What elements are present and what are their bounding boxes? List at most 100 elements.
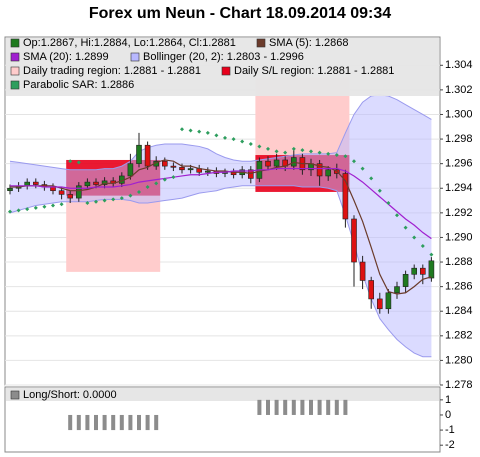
bollinger-band [10,94,432,357]
signal-bar [102,414,107,431]
sar-point [51,203,55,208]
signal-bar [94,414,98,431]
signal-bar [274,399,279,415]
legend-swatch [10,66,20,76]
candle-body [136,144,142,164]
candle-body [385,292,392,310]
signal-bar [85,414,90,431]
signal-bar [111,414,116,431]
candle-body [7,187,13,192]
candle-body [359,261,366,281]
y-tick-label: 1.280 [445,354,473,366]
sar-point [33,205,38,210]
candle-body [394,286,400,294]
sar-point [59,202,64,207]
sar-point [25,207,30,212]
signal-bar [266,399,270,415]
legend-label: Daily S/L region: 1.2881 - 1.2881 [234,65,394,77]
sar-point [317,150,322,155]
legend-swatch [10,390,20,400]
candle-body [368,280,375,300]
sar-point [162,177,167,182]
signal-bar [137,414,141,431]
sma-line [10,167,432,240]
sar-point [223,135,227,140]
candle-body [144,144,151,167]
y-tick-label: 1.286 [445,281,473,293]
y-tick-label: -2 [445,439,455,451]
candle-body [428,260,435,279]
y-tick-label: 1.282 [445,330,473,342]
sar-point [352,159,356,164]
y-tick-label: 1.302 [445,84,473,96]
candle-body [76,185,82,199]
signal-bar [76,414,81,431]
sar-point [205,130,210,135]
candle-body [376,298,383,310]
sar-point [334,153,339,158]
sar-point [266,146,270,151]
candle-body [411,267,418,275]
candle-body [170,165,177,168]
y-tick-label: 1.290 [445,231,473,243]
legend-label: Parabolic SAR: 1.2886 [23,79,134,91]
sar-point [326,151,331,156]
signal-bar [291,399,296,415]
sar-point [429,252,434,257]
sar-point [68,159,73,164]
sar-point [257,144,262,149]
sar-point [102,198,107,203]
sar-point [16,208,21,213]
candle-body [32,181,39,185]
legend-swatch [130,52,140,62]
candle-body [58,190,65,195]
sar-point [171,175,176,180]
legend-label: Long/Short: 0.0000 [23,389,117,401]
sar-point [360,166,365,171]
y-tick-label: 1.300 [445,108,473,120]
signal-bar [154,414,159,431]
sar-point [412,235,417,240]
sar-point [248,141,253,146]
sar-point [343,154,348,159]
candle-body [419,267,426,275]
candle-body [127,163,134,177]
y-tick-label: 1.284 [445,305,473,317]
sar-point [154,181,159,186]
legend-swatch [256,38,266,48]
chart-title: Forex um Neun - Chart 18.09.2014 09:34 [89,5,391,22]
sar-point [420,244,425,249]
candle-body [162,160,168,167]
sar-point [8,209,12,214]
sar-point [137,189,141,194]
sar-point [119,196,124,201]
sar-point [197,129,202,134]
legend-swatch [10,38,20,48]
sar-point [369,176,374,181]
y-tick-label: 1.278 [445,379,473,391]
candle-body [290,157,297,167]
candle-body [205,170,211,173]
candle-body [402,274,409,287]
signal-bar [343,399,348,415]
candle-body [187,168,194,171]
legend-label: Daily trading region: 1.2881 - 1.2881 [23,65,201,77]
sar-point [128,193,133,198]
sar-point [111,197,116,202]
candle-body [273,159,280,167]
legend-swatch [10,52,20,62]
legend-label: Op:1.2867, Hi:1.2884, Lo:1.2864, Cl:1.28… [23,37,236,49]
sar-point [180,127,184,132]
sar-point [377,188,382,193]
sar-point [145,185,150,190]
y-tick-label: 1.304 [445,59,473,71]
signal-bar [145,414,150,431]
sar-point [386,201,391,206]
legend-box [6,388,439,401]
sar-point [291,146,296,151]
sar-point [42,204,47,209]
candle-body [342,173,349,220]
bollinger-upper [9,94,432,171]
